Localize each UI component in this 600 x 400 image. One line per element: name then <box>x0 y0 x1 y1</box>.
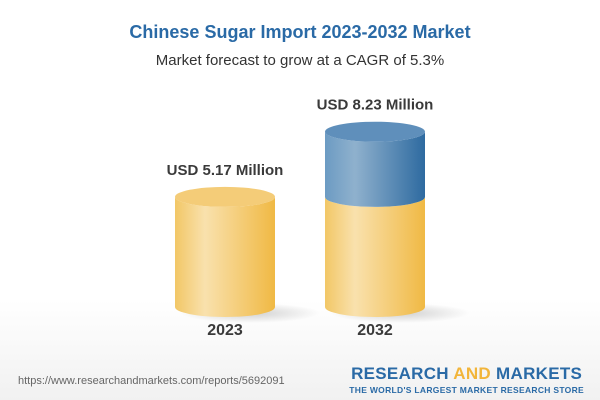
logo-text-research: RESEARCH <box>351 364 454 383</box>
logo-text-markets: MARKETS <box>491 364 583 383</box>
cylinder-top <box>175 186 275 207</box>
chart-title: Chinese Sugar Import 2023-2032 Market <box>129 22 471 42</box>
logo-tagline: THE WORLD'S LARGEST MARKET RESEARCH STOR… <box>349 385 584 395</box>
cylinder-growth-segment <box>325 131 425 207</box>
source-url: https://www.researchandmarkets.com/repor… <box>18 375 285 387</box>
category-label: 2023 <box>207 322 243 339</box>
chart-subtitle: Market forecast to grow at a CAGR of 5.3… <box>155 52 445 69</box>
cylinder-base-segment <box>325 196 425 317</box>
research-and-markets-logo: RESEARCH AND MARKETS THE WORLD'S LARGEST… <box>349 364 584 395</box>
cylinder-top <box>325 121 425 142</box>
category-label: 2032 <box>357 322 393 339</box>
logo-text-and: AND <box>453 364 492 383</box>
value-label: USD 5.17 Million <box>167 162 284 179</box>
value-label: USD 8.23 Million <box>317 97 434 114</box>
cylinder-base-segment <box>175 196 275 317</box>
